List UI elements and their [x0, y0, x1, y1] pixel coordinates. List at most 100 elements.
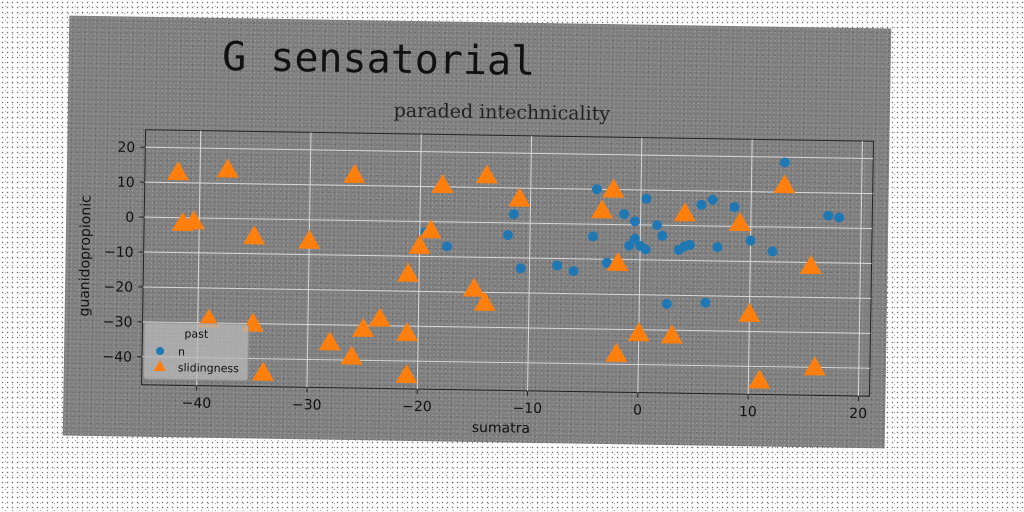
data-point-n	[729, 202, 740, 213]
x-tick-label: 10	[739, 404, 757, 420]
data-point-slidingness	[419, 219, 442, 239]
data-point-n	[700, 297, 711, 308]
data-point-slidingness	[462, 277, 485, 297]
data-point-n	[641, 193, 652, 204]
data-point-n	[587, 231, 598, 242]
legend-label-n: n	[178, 345, 185, 358]
data-point-slidingness	[508, 187, 531, 207]
data-point-slidingness	[799, 255, 822, 275]
data-point-n	[707, 194, 718, 205]
x-axis-label: sumatra	[472, 420, 530, 437]
y-tick-label: −20	[103, 279, 133, 295]
data-point-slidingness	[738, 302, 761, 323]
x-grid-line	[306, 132, 312, 388]
y-tick-label: 0	[125, 210, 134, 226]
y-grid-line	[141, 356, 870, 369]
y-grid-line	[143, 251, 872, 264]
data-point-slidingness	[396, 322, 419, 342]
x-grid-line	[857, 141, 863, 397]
data-point-slidingness	[368, 307, 391, 327]
data-point-n	[630, 216, 641, 227]
data-point-n	[712, 242, 723, 253]
data-series	[166, 157, 845, 389]
legend-label-slidingness: slidingness	[178, 361, 240, 375]
data-point-n	[552, 260, 563, 271]
data-point-n	[508, 209, 519, 220]
data-point-n	[502, 230, 513, 241]
y-grid-line	[142, 321, 871, 334]
data-point-n	[629, 233, 640, 244]
data-point-n	[624, 240, 635, 251]
data-point-slidingness	[318, 331, 341, 351]
legend: past n slidingness	[143, 322, 249, 381]
data-point-n	[640, 244, 651, 255]
y-tick-label: −10	[104, 244, 134, 260]
x-tick-label: −30	[292, 397, 322, 413]
y-grid-line	[144, 181, 873, 195]
data-point-n	[601, 257, 612, 268]
legend-marker-n	[156, 347, 165, 356]
data-point-slidingness	[431, 174, 454, 194]
x-tick-label: 0	[633, 402, 642, 418]
data-point-slidingness	[748, 369, 771, 389]
legend-box	[143, 322, 249, 381]
data-point-n	[657, 230, 668, 241]
chart-figure: G sensatorial paraded intechnicality −40…	[62, 15, 892, 449]
data-point-slidingness	[627, 322, 650, 342]
series-slidingness	[166, 158, 826, 389]
data-point-n	[767, 246, 778, 257]
y-grid-line	[145, 146, 874, 160]
data-point-slidingness	[243, 225, 266, 245]
grid-lines	[141, 130, 874, 397]
chart-title: G sensatorial	[222, 34, 536, 85]
data-point-slidingness	[343, 163, 366, 184]
x-grid-line	[747, 139, 753, 395]
scatter-chart: G sensatorial paraded intechnicality −40…	[77, 34, 874, 437]
data-point-slidingness	[251, 361, 274, 381]
chart-subtitle: paraded intechnicality	[394, 100, 611, 125]
data-point-slidingness	[197, 308, 220, 328]
data-point-slidingness	[171, 211, 194, 232]
data-point-n	[661, 298, 672, 309]
data-point-slidingness	[351, 317, 374, 338]
axis-ticks: −40 −30 −20 −10 0 10 20 −40 −30 −20 −10 0 10 20	[102, 140, 867, 422]
data-point-slidingness	[216, 158, 239, 178]
x-grid-line	[416, 134, 422, 390]
data-point-slidingness	[475, 164, 498, 184]
plot-area	[141, 129, 874, 397]
data-point-n	[652, 220, 663, 231]
y-grid-line	[144, 216, 873, 230]
y-axis-label: guanidopropionic	[77, 195, 95, 317]
y-grid-line	[143, 286, 872, 299]
data-point-slidingness	[396, 262, 419, 282]
data-point-slidingness	[590, 199, 613, 219]
y-tick-label: 10	[117, 175, 135, 191]
legend-marker-slidingness	[153, 360, 166, 372]
y-tick-label: −30	[103, 314, 133, 330]
y-tick-label: 20	[117, 140, 135, 156]
data-point-n	[745, 235, 756, 246]
data-point-slidingness	[473, 291, 496, 311]
x-tick-label: −20	[402, 399, 432, 415]
y-tick-label: −40	[102, 349, 132, 365]
data-point-n	[591, 184, 602, 195]
data-point-n	[515, 263, 526, 274]
x-grid-line	[527, 135, 533, 391]
data-point-n	[779, 157, 790, 168]
data-point-slidingness	[803, 356, 826, 376]
data-point-slidingness	[408, 234, 431, 255]
data-point-slidingness	[673, 202, 696, 222]
data-point-n	[696, 199, 707, 210]
data-point-slidingness	[728, 211, 751, 232]
data-point-n	[442, 241, 453, 252]
x-grid-line	[637, 137, 643, 393]
data-point-n	[684, 239, 695, 250]
x-tick-label: 20	[849, 406, 867, 422]
x-tick-label: −10	[512, 401, 542, 417]
data-point-n	[834, 212, 845, 223]
data-point-slidingness	[606, 251, 629, 272]
data-point-slidingness	[660, 324, 683, 344]
data-point-slidingness	[166, 161, 189, 181]
data-point-slidingness	[605, 342, 628, 362]
data-point-n	[823, 210, 834, 221]
